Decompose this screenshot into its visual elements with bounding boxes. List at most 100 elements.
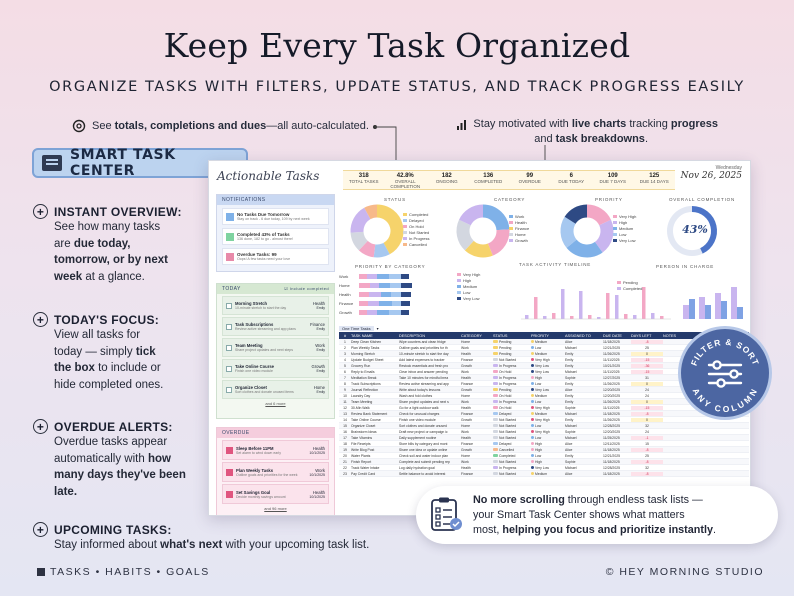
table-cell[interactable]: On Hold — [493, 406, 531, 410]
table-row[interactable]: 9 Journal Reflection Write about today's l… — [339, 387, 749, 393]
table-cell[interactable]: High — [531, 442, 565, 446]
table-cell[interactable]: Very High — [531, 358, 565, 362]
table-cell[interactable]: Medium — [531, 394, 565, 398]
table-cell[interactable]: Not Started — [493, 424, 531, 428]
table-cell[interactable]: Delayed — [493, 412, 531, 416]
timeline-bar — [552, 313, 556, 319]
table-cell[interactable]: In Progress — [493, 382, 531, 386]
table-row[interactable]: 21 Finish Report Complete and submit pendi… — [339, 459, 749, 465]
table-cell[interactable]: On Hold — [493, 394, 531, 398]
table-cell[interactable]: Medium — [531, 340, 565, 344]
overdue-more-link[interactable]: and 96 more — [264, 506, 287, 511]
table-cell[interactable]: Not Started — [493, 436, 531, 440]
table-cell[interactable]: Medium — [531, 352, 565, 356]
table-cell[interactable]: Cancelled — [493, 448, 531, 452]
today-more-link[interactable]: and 6 more — [265, 401, 286, 406]
column-header[interactable]: DUE DATE — [603, 333, 622, 338]
table-cell[interactable]: Pending — [493, 340, 531, 344]
column-header[interactable]: ASSIGNED TO — [565, 333, 591, 338]
table-cell: Review Bank Statement — [351, 411, 388, 416]
table-cell[interactable]: On Hold — [493, 370, 531, 374]
table-row[interactable]: 18 File Receipts Store bills by category a… — [339, 441, 749, 447]
table-cell[interactable]: Very High — [531, 418, 565, 422]
table-row[interactable]: 20 Water Plants Check soil and water indoo… — [339, 453, 749, 459]
table-row[interactable]: 17 Take Vitamins Daily supplement routine H… — [339, 435, 749, 441]
table-cell[interactable]: Low — [531, 382, 565, 386]
table-cell[interactable]: In Progress — [493, 466, 531, 470]
table-cell[interactable]: Low — [531, 436, 565, 440]
table-row[interactable]: 12 30-Min Walk Go for a light outdoor walk… — [339, 405, 749, 411]
table-cell[interactable]: Very Low — [531, 388, 565, 392]
task-checkbox[interactable] — [226, 386, 232, 393]
table-cell[interactable]: Very Low — [531, 466, 565, 470]
column-header[interactable]: TASK NAME — [351, 333, 373, 338]
table-cell[interactable]: Not Started — [493, 430, 531, 434]
task-checkbox[interactable] — [226, 365, 232, 372]
table-row[interactable]: 5 Grocery Run Restock essentials and fresh… — [339, 363, 749, 369]
table-cell[interactable]: In Progress — [493, 400, 531, 404]
feature-todays-focus: + TODAY'S FOCUS: View all tasks for today… — [33, 312, 193, 393]
task-checkbox[interactable] — [226, 323, 232, 330]
status-donut-slice — [373, 242, 390, 258]
table-row[interactable]: 10 Laundry Day Wash and fold clothes Home On… — [339, 393, 749, 399]
column-header[interactable]: DESCRIPTION — [399, 333, 425, 338]
table-cell[interactable]: Completed — [493, 454, 531, 458]
table-cell[interactable]: Medium — [531, 472, 565, 476]
table-cell[interactable]: Low — [531, 424, 565, 428]
table-cell[interactable]: Not Started — [493, 358, 531, 362]
table-row[interactable]: 6 Reply to Emails Clear inbox and answer p… — [339, 369, 749, 375]
table-cell[interactable]: Very High — [531, 430, 565, 434]
overall-completion-value: 43% — [682, 223, 708, 236]
table-cell[interactable]: Not Started — [493, 472, 531, 476]
table-cell[interactable]: In Progress — [493, 364, 531, 368]
table-cell[interactable]: High — [531, 448, 565, 452]
column-header[interactable]: PRIORITY — [531, 333, 549, 338]
table-cell[interactable]: Not Started — [493, 460, 531, 464]
table-row[interactable]: 4 Update Budget Sheet Add latest expenses … — [339, 357, 749, 363]
table-cell[interactable]: Low — [531, 454, 565, 458]
table-cell[interactable]: Not Started — [493, 418, 531, 422]
table-cell[interactable]: Low — [531, 400, 565, 404]
table-cell[interactable]: Medium — [531, 412, 565, 416]
table-cell[interactable]: Delayed — [493, 442, 531, 446]
table-row[interactable]: 22 Track Water Intake Log daily hydration … — [339, 465, 749, 471]
table-row[interactable]: 16 Brainstorm Ideas Draft new project or c… — [339, 429, 749, 435]
table-row[interactable]: 11 Team Meeting Share project updates and … — [339, 399, 749, 405]
table-cell[interactable]: Low — [531, 346, 565, 350]
include-completed-toggle[interactable]: ☑ Include completed — [284, 286, 329, 291]
table-row[interactable]: 3 Morning Stretch 10-minute stretch to sta… — [339, 351, 749, 357]
table-row[interactable]: 19 Write Blog Post Share one idea or updat… — [339, 447, 749, 453]
table-row[interactable]: 15 Organize Closet Sort clothes and donate… — [339, 423, 749, 429]
task-checkbox[interactable] — [226, 344, 232, 351]
notification-icon — [226, 232, 234, 241]
table-cell[interactable]: High — [531, 460, 565, 464]
table-row[interactable]: 1 Deep Clean Kitchen Wipe counters and cle… — [339, 339, 749, 345]
view-selector[interactable]: One Time Tasks ▾ — [339, 325, 379, 332]
table-cell[interactable]: Pending — [493, 388, 531, 392]
task-checkbox[interactable] — [226, 302, 232, 309]
table-cell: 11/11/2025 — [603, 405, 620, 410]
column-header[interactable]: # — [343, 333, 347, 338]
table-row[interactable]: 7 Meditation Break Take 10 minutes for min… — [339, 375, 749, 381]
table-cell[interactable]: High — [531, 376, 565, 380]
column-header[interactable]: CATEGORY — [461, 333, 482, 338]
overdue-date: 10/1/2025 — [309, 472, 325, 477]
table-row[interactable]: 13 Review Bank Statement Check for unusual… — [339, 411, 749, 417]
table-row[interactable]: 23 Pay Credit Card Settle balance to avoid… — [339, 471, 749, 477]
table-cell[interactable]: Very High — [531, 406, 565, 410]
timeline-bar — [651, 313, 655, 319]
table-cell[interactable]: Pending — [493, 352, 531, 356]
person-bar — [705, 305, 711, 319]
table-cell[interactable]: Pending — [493, 346, 531, 350]
column-header[interactable]: NOTES — [663, 333, 677, 338]
info-bubble: No more scrolling through endless task l… — [416, 486, 778, 544]
table-row[interactable]: 2 Plan Weekly Tasks Outline goals and prio… — [339, 345, 749, 351]
table-cell[interactable]: Very Low — [531, 370, 565, 374]
table-cell[interactable]: In Progress — [493, 376, 531, 380]
table-row[interactable]: 8 Track Subscriptions Review active stream… — [339, 381, 749, 387]
column-header[interactable]: STATUS — [493, 333, 508, 338]
table-row[interactable]: 14 Take Online Course Finish one video mod… — [339, 417, 749, 423]
bycat-bar — [359, 274, 367, 279]
table-cell[interactable]: Very Low — [531, 364, 565, 368]
column-header[interactable]: DAYS LEFT — [631, 333, 652, 338]
